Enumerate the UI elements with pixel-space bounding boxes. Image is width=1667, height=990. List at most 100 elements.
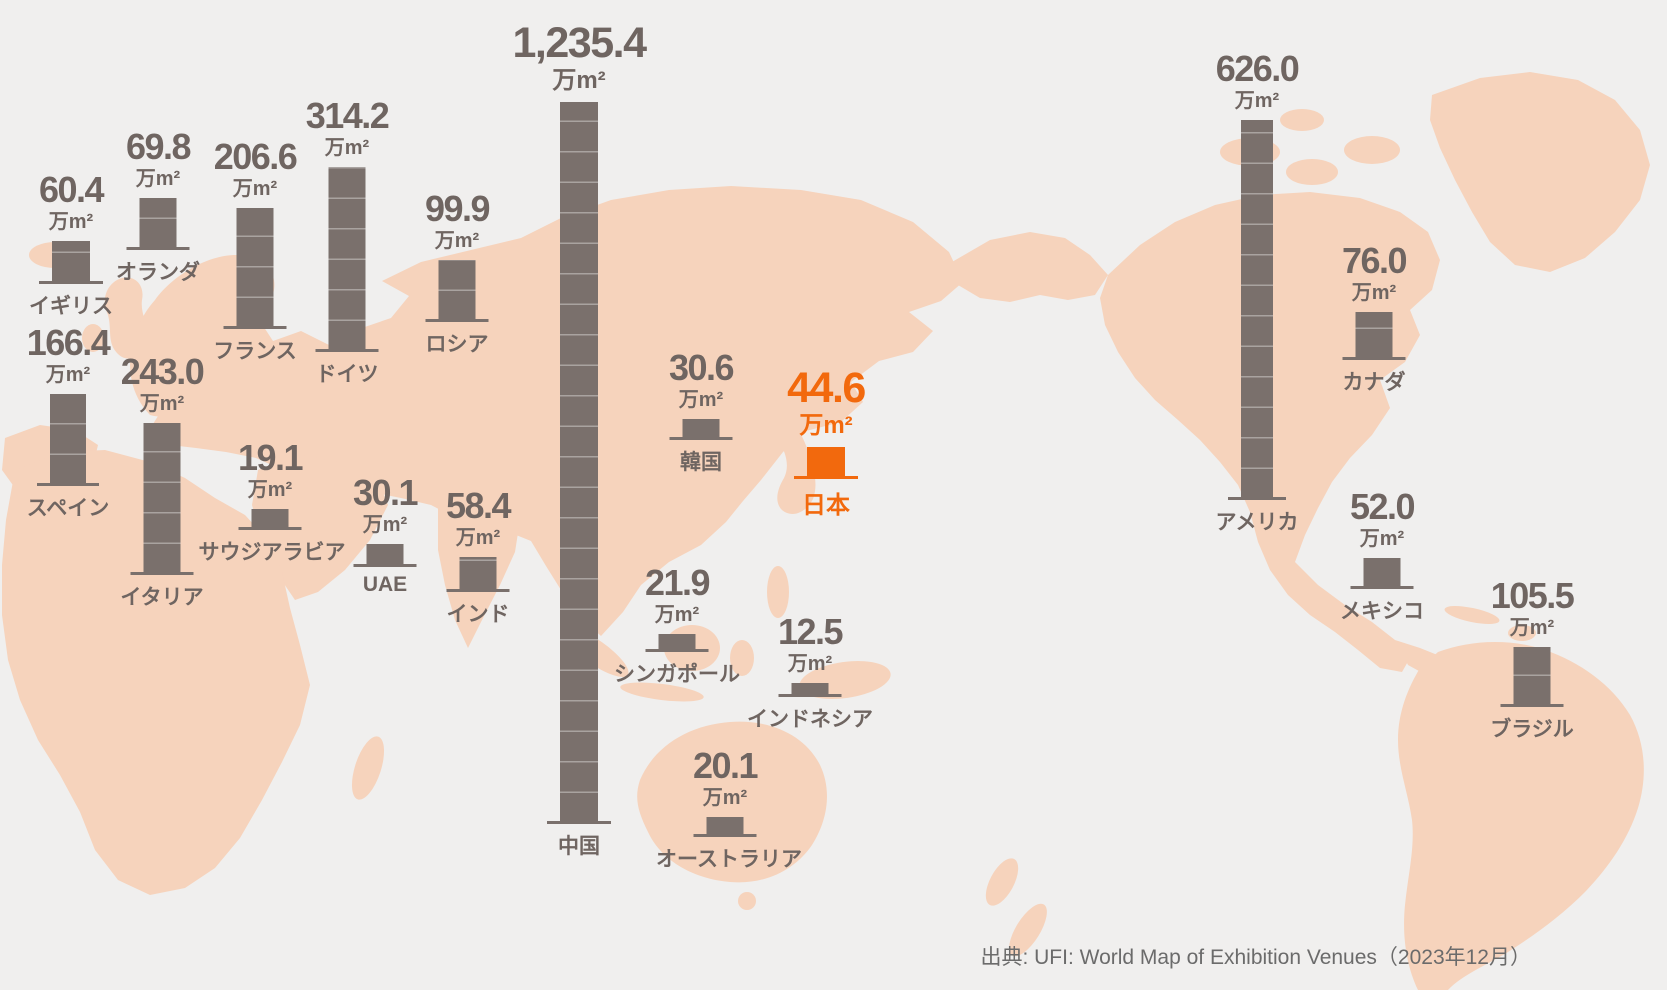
unit-label: 万m² (799, 411, 853, 439)
value-block: 76.0 万m² (1244, 239, 1504, 304)
value-block: 166.4 万m² (0, 321, 198, 385)
bar-it[interactable] (143, 423, 181, 573)
value-label: 21.9 (644, 561, 711, 603)
map-cuba (1444, 606, 1500, 624)
country-name: インドネシア (747, 708, 873, 731)
bar-baseline (446, 589, 510, 592)
value-label: 58.4 (445, 484, 512, 526)
country-name: サウジアラビア (198, 541, 346, 564)
value-block: 105.5 万m² (1402, 574, 1662, 638)
bar-fr[interactable] (236, 208, 274, 327)
bar-baseline (353, 564, 417, 567)
bar-id[interactable] (791, 683, 829, 695)
bar-baseline (315, 349, 379, 352)
map-arctic-island (1286, 159, 1338, 185)
value-block: 30.1 万m² (255, 474, 515, 535)
bar-baseline (794, 476, 858, 479)
map-arabia (252, 455, 388, 600)
map-korea (687, 436, 710, 477)
value-block: 69.8 万m² (28, 125, 288, 190)
map-australia (637, 721, 827, 883)
map-hokkaido (792, 384, 810, 402)
country-name: オランダ (116, 261, 200, 284)
value-label: 206.6 (213, 135, 298, 177)
country-name: ブラジル (1490, 718, 1574, 741)
bar-baseline (39, 281, 103, 284)
bar-ru[interactable] (438, 260, 476, 320)
value-label: 314.2 (305, 94, 390, 136)
country-name: フランス (213, 340, 297, 363)
unit-label: 万m² (434, 229, 480, 252)
value-label: 76.0 (1341, 239, 1408, 281)
bar-us[interactable] (1241, 120, 1273, 498)
unit-label: 万m² (1234, 89, 1280, 112)
value-label: 30.6 (668, 346, 735, 388)
unit-label: 万m² (324, 136, 370, 159)
value-block: 58.4 万m² (348, 484, 608, 549)
bar-ae[interactable] (366, 544, 404, 565)
value-label: 20.1 (692, 744, 759, 786)
map-hispaniola (1508, 625, 1536, 641)
country-name: シンガポール (614, 663, 740, 686)
value-block: 243.0 万m² (32, 350, 292, 414)
value-block: 99.9 万m² (327, 190, 587, 252)
unit-label: 万m² (1351, 281, 1397, 304)
bar-baseline (693, 834, 757, 837)
bar-es[interactable] (50, 394, 86, 484)
value-block: 60.4 万m² (0, 168, 201, 233)
bar-jp[interactable] (807, 447, 845, 477)
bar-baseline (547, 821, 611, 824)
value-label: 52.0 (1349, 485, 1416, 527)
bar-de[interactable] (328, 167, 366, 350)
unit-label: 万m² (48, 210, 94, 233)
bar-sa[interactable] (251, 509, 289, 528)
value-block: 206.6 万m² (125, 135, 385, 199)
bar-mx[interactable] (1363, 558, 1401, 587)
bar-in[interactable] (459, 557, 497, 590)
country-name: カナダ (1342, 371, 1406, 394)
bar-kr[interactable] (682, 419, 720, 438)
value-block: 19.1 万m² (140, 439, 400, 501)
value-label: 166.4 (26, 321, 111, 363)
value-label: 1,235.4 (512, 18, 647, 67)
country-name: オーストラリア (656, 848, 802, 871)
value-block: 626.0 万m² (1127, 50, 1387, 112)
bar-sg[interactable] (658, 634, 696, 650)
bar-au[interactable] (706, 817, 744, 835)
value-label: 243.0 (120, 350, 205, 392)
bar-baseline (425, 319, 489, 322)
country-name: スペイン (26, 497, 110, 520)
bar-br[interactable] (1513, 647, 1551, 705)
value-label: 60.4 (38, 168, 105, 210)
value-block: 44.6 万m² (696, 366, 956, 439)
bar-cn[interactable] (560, 102, 598, 822)
bar-baseline (1500, 704, 1564, 707)
bar-baseline (130, 572, 194, 575)
map-java (620, 682, 704, 702)
unit-label: 万m² (135, 167, 181, 190)
value-block: 20.1 万m² (595, 744, 855, 809)
bar-baseline (669, 437, 733, 440)
value-block: 314.2 万m² (217, 94, 477, 159)
unit-label: 万m² (678, 388, 724, 411)
unit-label: 万m² (1359, 527, 1405, 550)
unit-label: 万m² (654, 603, 700, 626)
bar-uk[interactable] (52, 241, 90, 282)
country-name: メキシコ (1340, 600, 1424, 623)
bar-ca[interactable] (1355, 312, 1393, 358)
bar-baseline (645, 649, 709, 652)
map-alaska (952, 232, 1108, 302)
unit-label: 万m² (247, 478, 293, 501)
bar-baseline (223, 326, 287, 329)
unit-label: 万m² (552, 66, 606, 94)
map-new-zealand-north (985, 858, 1019, 906)
value-label: 105.5 (1490, 574, 1575, 616)
value-label: 69.8 (125, 125, 192, 167)
value-block: 21.9 万m² (547, 561, 807, 626)
map-arctic-island (1280, 109, 1324, 131)
bar-nl[interactable] (139, 198, 177, 248)
unit-label: 万m² (702, 786, 748, 809)
country-name: イギリス (29, 295, 113, 318)
unit-label: 万m² (455, 526, 501, 549)
